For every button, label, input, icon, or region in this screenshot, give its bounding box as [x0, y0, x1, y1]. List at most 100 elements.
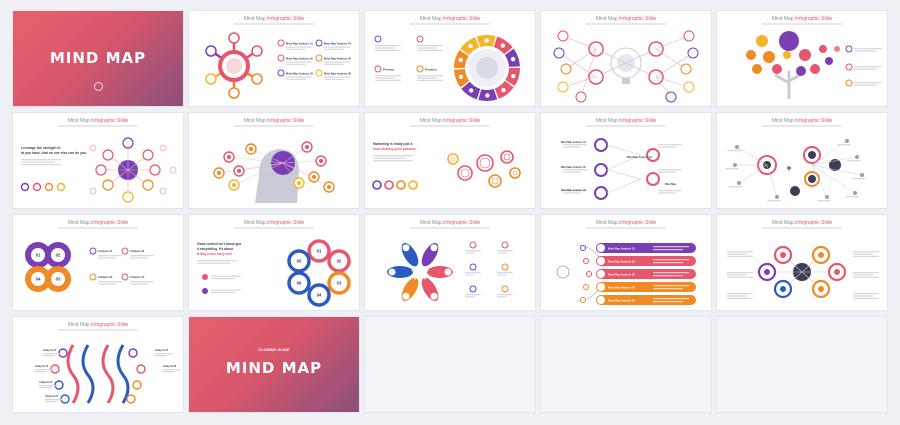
text-placeholder — [197, 260, 237, 262]
text-placeholder — [211, 275, 241, 277]
text-placeholder — [653, 262, 683, 264]
text-placeholder — [847, 160, 861, 162]
slide-subtitle-line — [586, 227, 666, 229]
text-placeholder — [465, 252, 475, 254]
text-placeholder — [845, 196, 859, 198]
text-placeholder — [853, 251, 879, 253]
slide-thumbnail-13[interactable]: Mind Map Infographic Slide — [365, 215, 535, 310]
text-placeholder — [727, 255, 753, 257]
satellite-circle — [122, 191, 134, 203]
text-placeholder — [853, 274, 873, 276]
text-placeholder — [324, 63, 344, 65]
text-placeholder — [727, 293, 753, 295]
text-placeholder — [465, 250, 481, 252]
text-placeholder — [727, 253, 747, 255]
slide-thumbnail-4[interactable]: Mind Map Infographic Slide — [541, 11, 711, 106]
slide-text: Analysis 04 — [45, 395, 59, 398]
text-placeholder — [375, 47, 395, 49]
text-placeholder — [324, 48, 344, 50]
text-placeholder — [653, 301, 683, 303]
slide-thumbnail-10[interactable]: Mind Map Infographic Slide + — [717, 113, 887, 208]
gear-hub — [319, 159, 323, 163]
arc-dot — [583, 258, 589, 264]
text-placeholder — [497, 294, 513, 296]
label-icon — [469, 285, 477, 293]
slide-title: Mind Map Infographic Slide — [541, 118, 711, 124]
slide-thumbnail-7[interactable]: Mind Map Infographic Slide — [189, 113, 359, 208]
gear-hub — [327, 185, 331, 189]
slide-subtitle-line — [586, 23, 666, 25]
petal-icon — [402, 292, 410, 300]
text-placeholder — [465, 274, 475, 276]
connector-line — [655, 76, 690, 88]
slide-title: Mind Map Infographic Slide — [13, 118, 183, 124]
slide-title: Mind Map Infographic Slide — [365, 118, 535, 124]
mindmap-node — [594, 186, 608, 200]
text-placeholder — [563, 192, 581, 194]
slide-thumbnail-1[interactable]: MIND MAP — [13, 11, 183, 106]
star-petal — [401, 277, 419, 301]
slide-thumbnail-8[interactable]: Mind Map Infographic Slide Marketing is r… — [365, 113, 535, 208]
slide-title-plain: Mind Map — [419, 118, 444, 124]
text-placeholder — [817, 200, 831, 202]
empty-slide-placeholder[interactable] — [365, 317, 535, 412]
segment-icon — [510, 56, 516, 62]
text-placeholder — [465, 294, 481, 296]
slide-thumbnail-2[interactable]: Mind Map Infographic Slide Mind Map Analy… — [189, 11, 359, 106]
slide-thumbnail-14[interactable]: Mind Map Infographic Slide Mind Map Analy… — [541, 215, 711, 310]
text-placeholder — [837, 144, 851, 146]
text-placeholder — [653, 259, 689, 261]
bar-icon — [597, 296, 605, 304]
slide-thumbnail-5[interactable]: Mind Map Infographic Slide — [717, 11, 887, 106]
slide-thumbnail-17[interactable]: CLOSING SLIDE MIND MAP — [189, 317, 359, 412]
leaf-circle — [159, 187, 167, 195]
slide-thumbnail-16[interactable]: Mind Map Infographic Slide Analysis 01 Ana… — [13, 317, 183, 412]
slide-text: telling a true story well. — [197, 252, 233, 256]
slide-thumbnail-6[interactable]: Mind Map Infographic Slide Leverage the s… — [13, 113, 183, 208]
analysis-bar — [596, 243, 696, 253]
connector-line — [655, 52, 694, 78]
tree-bubble — [772, 64, 782, 74]
slide-subtitle-line — [58, 329, 138, 331]
text-placeholder — [853, 253, 873, 255]
progress-ring — [32, 182, 42, 192]
slide-text: Marketing is really just a — [373, 142, 412, 146]
bar-icon — [597, 283, 605, 291]
slide-graphic: Leverage the strength that you have, tha… — [20, 137, 177, 203]
slide-thumbnail-12[interactable]: Mind Map Infographic Slide Good content i… — [189, 215, 359, 310]
slide-graphic: Marketing is really just about sharing y… — [372, 142, 521, 190]
slide-text: 03 — [56, 277, 61, 282]
text-placeholder — [767, 200, 781, 202]
slide-thumbnail-15[interactable]: Mind Map Infographic Slide — [717, 215, 887, 310]
slide-thumbnail-11[interactable]: Mind Map Infographic Slide 01 02 04 03 Analys… — [13, 215, 183, 310]
slide-subtitle-line — [586, 125, 666, 127]
label-icon — [89, 273, 97, 281]
empty-slide-placeholder[interactable] — [541, 317, 711, 412]
satellite-circle — [228, 87, 240, 99]
slide-text: Mind Map Analysis 05 — [324, 57, 351, 61]
slide-title: Mind Map Infographic Slide — [365, 16, 535, 22]
slide-graphic — [387, 241, 513, 301]
gear-hub — [297, 181, 301, 185]
slide-text: Analysis 05 — [155, 349, 169, 352]
arc-dot — [586, 271, 592, 277]
text-placeholder — [43, 353, 61, 355]
empty-slide-placeholder[interactable] — [717, 317, 887, 412]
arc-dot — [583, 284, 589, 290]
text-placeholder — [286, 48, 306, 50]
petal-icon — [388, 268, 396, 276]
top-circle — [779, 31, 799, 51]
slide-text: 04 — [317, 293, 322, 298]
slide-thumbnail-9[interactable]: Mind Map Infographic Slide Mind Map Analy… — [541, 113, 711, 208]
slide-thumbnail-3[interactable]: Mind Map Infographic Slide Product Positio… — [365, 11, 535, 106]
analysis-node — [136, 364, 146, 374]
slide-text: Analysis 02 — [35, 365, 49, 368]
text-placeholder — [658, 144, 682, 146]
leaf-circle — [553, 47, 565, 59]
text-placeholder — [286, 61, 312, 63]
text-placeholder — [465, 272, 481, 274]
leaf-circle — [89, 187, 97, 195]
text-placeholder — [658, 192, 676, 194]
leaf-dot — [775, 195, 779, 199]
text-placeholder — [373, 160, 413, 162]
